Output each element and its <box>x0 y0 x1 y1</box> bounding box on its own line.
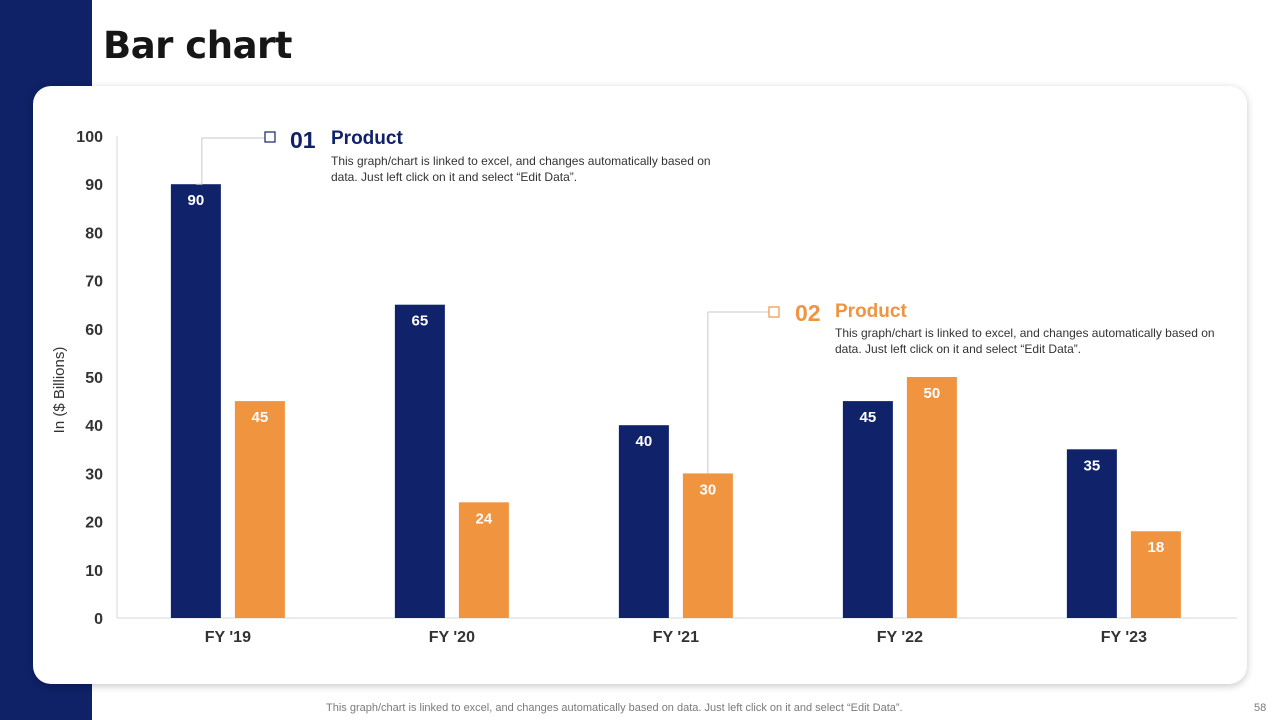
leader-line-01 <box>195 137 265 185</box>
callout-text: This graph/chart is linked to excel, and… <box>835 326 1215 356</box>
chart-bars: 90 45 65 24 40 30 45 50 35 18 <box>170 184 1181 618</box>
data-label: 65 <box>412 313 429 330</box>
page-number: 58 <box>1254 702 1267 714</box>
data-label: 30 <box>700 481 717 498</box>
bar-2-2 <box>682 473 733 618</box>
x-tick-label: FY '23 <box>1101 629 1147 646</box>
y-tick-label: 50 <box>85 370 103 387</box>
bar-1-3 <box>842 401 893 618</box>
data-label: 90 <box>188 192 205 209</box>
bar-1-1 <box>394 304 445 618</box>
footer-note: This graph/chart is linked to excel, and… <box>326 702 903 714</box>
page-title: Bar chart <box>103 24 292 67</box>
callout-number: 02 <box>795 300 821 326</box>
callout-text: This graph/chart is linked to excel, and… <box>331 154 711 184</box>
bar-2-0 <box>234 401 285 618</box>
callout-marker-02 <box>768 306 780 318</box>
bar-2-4 <box>1130 531 1181 618</box>
y-tick-label: 100 <box>76 129 103 146</box>
y-tick-label: 30 <box>85 466 103 483</box>
y-tick-label: 20 <box>85 515 103 532</box>
y-tick-label: 40 <box>85 418 103 435</box>
data-label: 24 <box>476 510 493 527</box>
data-label: 45 <box>252 409 269 426</box>
x-tick-label: FY '22 <box>877 629 923 646</box>
bar-2-1 <box>458 502 509 618</box>
y-tick-label: 70 <box>85 274 103 291</box>
callout-heading: Product <box>331 128 403 149</box>
y-tick-label: 90 <box>85 177 103 194</box>
x-tick-label: FY '20 <box>429 629 475 646</box>
data-label: 40 <box>636 433 653 450</box>
data-label: 18 <box>1148 539 1165 556</box>
callout-leaders <box>195 131 780 474</box>
y-tick-label: 10 <box>85 563 103 580</box>
bar-1-4 <box>1066 449 1117 618</box>
data-label: 45 <box>860 409 877 426</box>
y-tick-label: 0 <box>94 611 103 628</box>
x-tick-label: FY '21 <box>653 629 699 646</box>
bar-1-0 <box>170 184 221 618</box>
y-tick-label: 60 <box>85 322 103 339</box>
y-axis-label: In ($ Billions) <box>51 347 68 434</box>
data-label: 35 <box>1084 457 1101 474</box>
callout-heading: Product <box>835 301 907 322</box>
bar-2-3 <box>906 377 957 618</box>
y-tick-label: 80 <box>85 225 103 242</box>
leader-line-02 <box>707 311 769 474</box>
callout-marker-01 <box>264 131 276 143</box>
callout-number: 01 <box>290 127 316 153</box>
x-tick-label: FY '19 <box>205 629 251 646</box>
data-label: 50 <box>924 385 941 402</box>
bar-1-2 <box>618 425 669 618</box>
